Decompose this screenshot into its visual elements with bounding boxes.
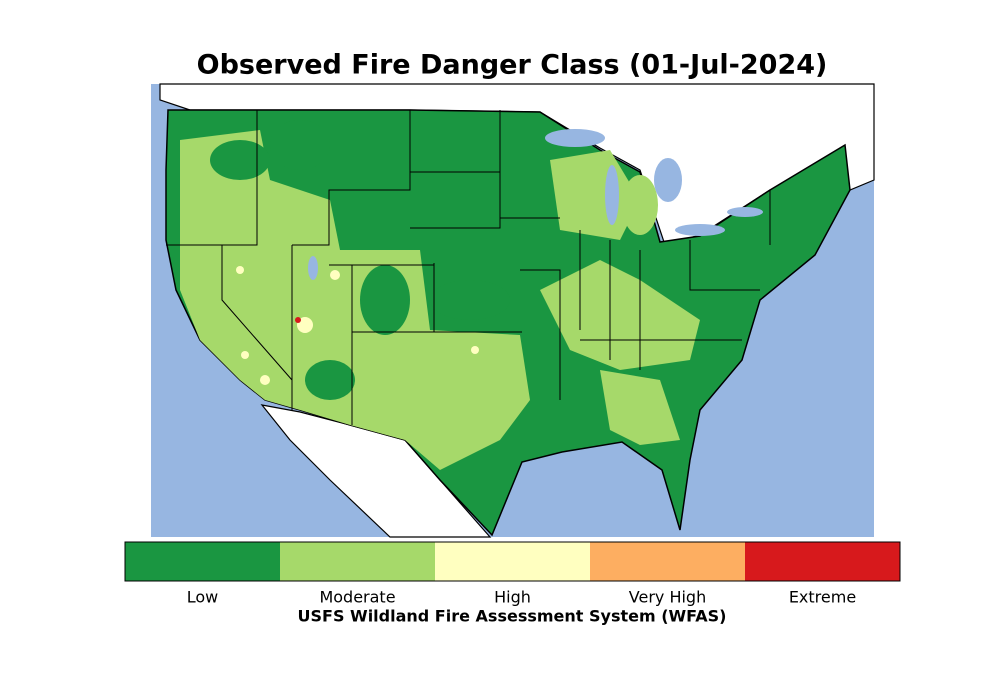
extreme-spot	[295, 317, 301, 323]
high-spot	[297, 317, 313, 333]
colorbar-frame	[124, 541, 901, 582]
arizona-low	[305, 360, 355, 400]
michigan-moderate	[622, 175, 658, 235]
oregon-low	[210, 140, 270, 180]
colorado-low	[360, 265, 410, 335]
kansas-low	[430, 280, 510, 320]
map	[151, 83, 875, 538]
high-spots	[236, 266, 479, 385]
high-spot	[236, 266, 244, 274]
lake	[654, 158, 682, 202]
state-boundaries	[166, 110, 771, 425]
colorbar-tick-label: Moderate	[319, 588, 395, 607]
colorbar-tick-label: Low	[187, 588, 219, 607]
us-land	[165, 109, 851, 537]
high-spot	[330, 270, 340, 280]
lake	[605, 165, 619, 225]
colorbar-cell	[745, 542, 900, 581]
lake	[308, 256, 318, 280]
idaho-low	[270, 120, 330, 170]
high-spot	[471, 346, 479, 354]
west-moderate	[180, 130, 530, 470]
colorbar-tick-label: Extreme	[789, 588, 856, 607]
moderate-areas	[180, 130, 700, 470]
high-spot	[241, 351, 249, 359]
colorbar-tick-label: Very High	[629, 588, 706, 607]
southeast-moderate	[600, 370, 680, 445]
colorbar: Low Moderate High Very High Extreme	[124, 541, 901, 607]
lake	[727, 207, 763, 217]
wisconsin-moderate	[550, 150, 640, 240]
colorbar-cell	[590, 542, 745, 581]
mexico	[260, 404, 492, 538]
high-spot	[260, 375, 270, 385]
great-lakes	[308, 129, 763, 280]
low-areas	[210, 120, 510, 400]
colorbar-label: USFS Wildland Fire Assessment System (WF…	[298, 607, 727, 626]
map-title: Observed Fire Danger Class (01-Jul-2024)	[197, 50, 828, 81]
colorbar-cell	[435, 542, 590, 581]
lake	[545, 129, 605, 147]
colorbar-cell	[280, 542, 435, 581]
colorbar-tick-label: High	[494, 588, 531, 607]
colorbar-cell	[125, 542, 280, 581]
lake	[675, 224, 725, 236]
